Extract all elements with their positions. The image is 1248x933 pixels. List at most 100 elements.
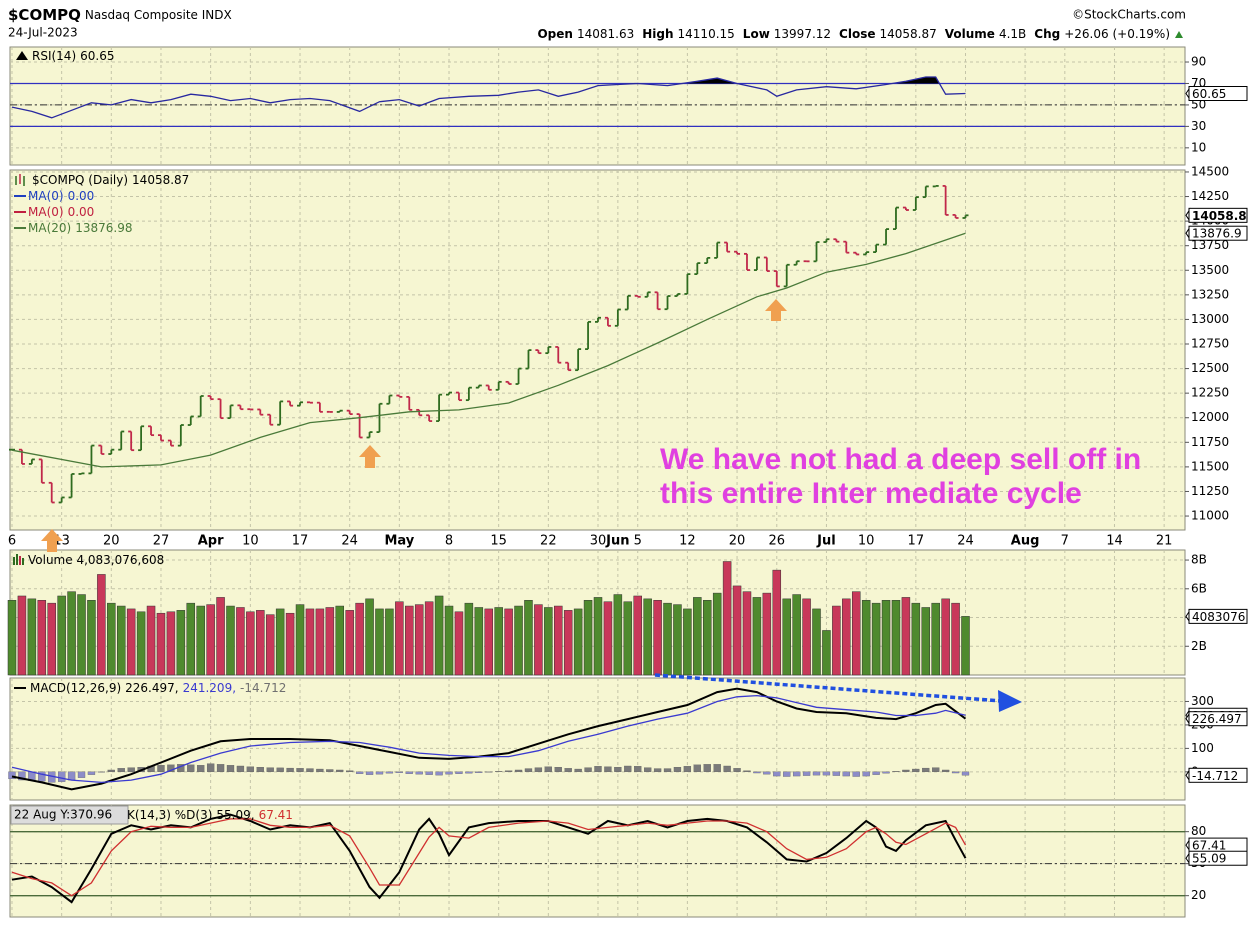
y-tick-label: 13500 xyxy=(1191,263,1229,277)
y-tick-label: 30 xyxy=(1191,119,1206,133)
volume-bar xyxy=(693,597,702,676)
histogram-bar xyxy=(246,766,255,772)
x-tick-label: 17 xyxy=(292,534,309,549)
price-bar xyxy=(446,391,453,396)
x-tick-label: May xyxy=(384,534,414,549)
volume-bar xyxy=(812,608,821,676)
volume-bar xyxy=(563,610,573,676)
volume-bar xyxy=(752,597,762,676)
histogram-bar xyxy=(792,771,801,777)
x-tick-label: 24 xyxy=(341,534,358,549)
histogram-bar xyxy=(127,767,135,772)
volume-bar xyxy=(931,602,940,676)
histogram-bar xyxy=(564,768,572,772)
volume-bar xyxy=(742,591,752,676)
histogram-bar xyxy=(554,767,562,772)
legend-text: 0.00 xyxy=(68,189,95,203)
histogram-bar xyxy=(852,771,860,777)
histogram-bar xyxy=(753,771,761,774)
volume-bar xyxy=(17,595,27,676)
volume-bar xyxy=(703,600,712,676)
price-bar xyxy=(227,404,234,420)
legend: K(14,3) %D(3) 55.09, 67.41 xyxy=(127,808,293,822)
volume-bar xyxy=(37,600,47,676)
volume-bar xyxy=(126,608,136,676)
price-bar xyxy=(386,394,393,405)
histogram-bar xyxy=(107,769,115,772)
histogram-bar xyxy=(644,767,652,772)
volume-bar xyxy=(186,602,196,676)
price-bar xyxy=(297,401,304,407)
value-box-label: 4083076 xyxy=(1192,610,1245,624)
legend-text: 14058.87 xyxy=(132,173,189,187)
x-tick-label: 17 xyxy=(908,534,925,549)
volume-bar xyxy=(832,605,841,676)
histogram-bar xyxy=(951,771,960,774)
quote-label: Low xyxy=(743,27,770,41)
volume-bar xyxy=(27,598,37,676)
histogram-bar xyxy=(385,771,394,774)
price-bar xyxy=(902,206,909,211)
histogram-bar xyxy=(435,771,443,776)
y-tick-label: 8B xyxy=(1191,553,1207,567)
volume-bar xyxy=(722,561,732,676)
volume-bar xyxy=(643,598,652,676)
volume-bar xyxy=(97,574,106,676)
x-tick-label: 27 xyxy=(153,534,170,549)
panel xyxy=(9,46,1186,166)
price-bar xyxy=(515,367,522,385)
x-tick-label: 24 xyxy=(957,534,974,549)
histogram-bar xyxy=(465,771,473,774)
line xyxy=(11,76,966,119)
volume-bar xyxy=(7,600,17,676)
legend: MACD(12,26,9) 226.497, 241.209, -14.712 xyxy=(30,681,286,695)
y-tick-label: 12750 xyxy=(1191,337,1229,351)
y-tick-label: 80 xyxy=(1191,824,1206,838)
histogram-bar xyxy=(67,771,76,781)
price-bar xyxy=(892,206,899,230)
volume-bar xyxy=(325,607,335,676)
price-bar xyxy=(674,293,681,297)
legend-text: MA(0) xyxy=(28,189,64,203)
volume-bar xyxy=(673,604,682,676)
value-box xyxy=(1188,767,1248,783)
x-tick-label: 10 xyxy=(858,534,875,549)
volume-bar xyxy=(851,591,861,676)
volume-bar xyxy=(504,608,513,676)
legend: RSI(14) 60.65 xyxy=(32,49,115,63)
volume-bar xyxy=(961,616,970,676)
legend-text: 241.209, xyxy=(183,681,236,695)
volume-bar xyxy=(424,601,434,676)
quote-value: +26.06 (+0.19%) xyxy=(1064,27,1170,41)
volume-bar xyxy=(246,611,255,676)
volume-bar xyxy=(871,602,881,676)
volume-bar xyxy=(842,598,851,676)
volume-bar xyxy=(335,605,345,676)
histogram-bar xyxy=(584,767,592,772)
price-bar xyxy=(336,409,343,413)
x-tick-label: 20 xyxy=(729,534,746,549)
quote-value: 14058.87 xyxy=(880,27,937,41)
legend-text: MACD(12,26,9) xyxy=(30,681,121,695)
y-tick-label: 100 xyxy=(1191,741,1214,755)
volume-bar xyxy=(544,607,553,676)
annotation: this entire Inter mediate cycle xyxy=(660,477,1082,510)
price-bar xyxy=(545,346,552,355)
volume-bar xyxy=(941,598,950,676)
price-bar xyxy=(714,241,721,259)
price-bar xyxy=(98,444,105,455)
histogram-bar xyxy=(87,771,96,775)
histogram-bar xyxy=(961,771,970,776)
histogram-bar xyxy=(683,766,692,772)
volume-bar xyxy=(295,604,305,676)
y-tick-label: 14250 xyxy=(1191,189,1229,203)
volume-bar xyxy=(375,608,384,676)
y-tick-label: 90 xyxy=(1191,55,1206,69)
y-tick-label: 10 xyxy=(1191,140,1206,154)
volume-bar xyxy=(464,602,474,676)
price-bar xyxy=(148,425,155,437)
legend: Volume 4,083,076,608 xyxy=(28,553,164,567)
y-tick-label: 12000 xyxy=(1191,410,1229,424)
legend: MA(20) 13876.98 xyxy=(28,221,132,235)
histogram-bar xyxy=(922,767,930,772)
